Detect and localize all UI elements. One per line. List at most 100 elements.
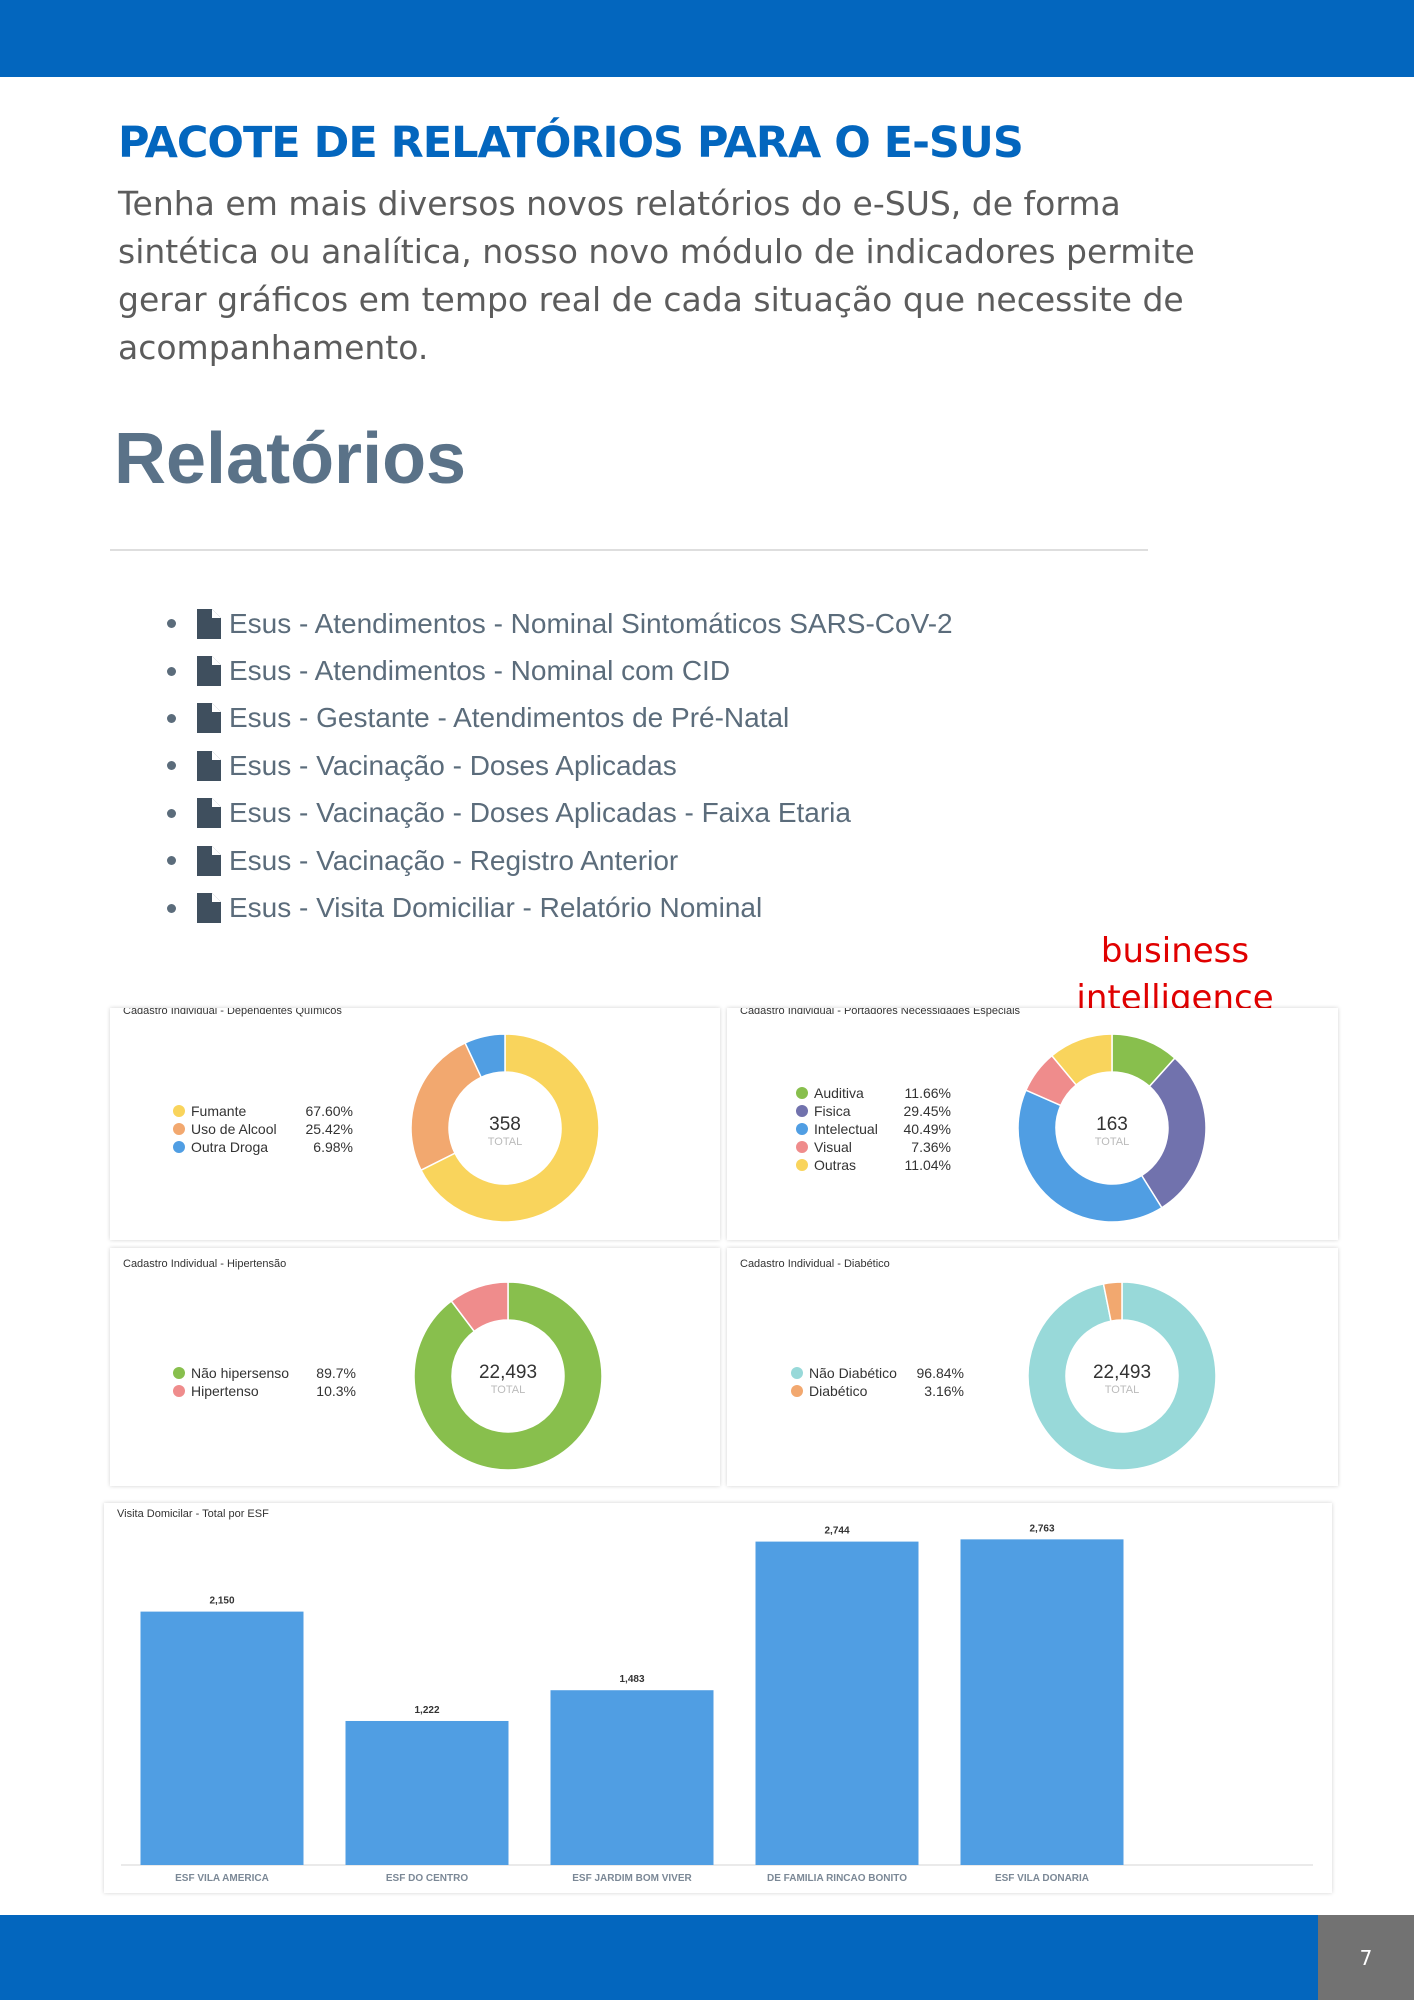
bar-value-label: 2,150 [209,1596,234,1607]
donut-slice-uso-de-alcool[interactable] [410,1041,483,1172]
legend-value: 11.04% [904,1157,951,1173]
file-icon [197,608,221,639]
donut-slice-diabetico[interactable] [1102,1281,1123,1322]
file-icon [197,845,221,876]
legend-item-auditiva[interactable]: Auditiva 11.66% [796,1084,951,1102]
legend-swatch [173,1123,185,1135]
bar-de-familia-rincao-bonito[interactable] [755,1541,919,1865]
legend-swatch [796,1123,808,1135]
legend-label: Fumante [191,1103,247,1119]
bullet-icon [167,666,176,676]
legend-swatch [796,1159,808,1171]
legend-swatch [796,1105,808,1117]
legend-item-nao-diabetico[interactable]: Não Diabético 96.84% [791,1364,964,1382]
donut-total-value: 22,493 [479,1362,537,1383]
legend-item-fisica[interactable]: Fisica 29.45% [796,1102,951,1120]
report-item[interactable]: Esus - Atendimentos - Nominal com CID [160,647,953,694]
bar-esf-vila-donaria[interactable] [960,1539,1124,1865]
legend-item-intelectual[interactable]: Intelectual 40.49% [796,1120,951,1138]
legend-label: Não hipersenso [191,1365,290,1381]
file-icon [197,703,221,734]
legend-label: Visual [814,1139,852,1155]
file-icon [197,893,221,924]
bar-chart: 2,150 ESF VILA AMERICA 1,222 ESF DO CENTRO 1… [121,1523,1313,1884]
donut-total-value: 22,493 [1093,1362,1151,1383]
bar-esf-vila-america[interactable] [140,1611,304,1865]
legend-value: 29.45% [903,1103,951,1119]
donut-slice-intelectual[interactable] [1017,1089,1163,1223]
bullet-icon [167,808,176,818]
legend-label: Uso de Alcool [191,1121,277,1137]
report-item-label: Esus - Vacinação - Doses Aplicadas [229,749,677,781]
report-item[interactable]: Esus - Gestante - Atendimentos de Pré-Na… [160,695,953,742]
legend-label: Hipertenso [191,1383,259,1399]
legend-item-diabetico[interactable]: Diabético 3.16% [791,1382,964,1400]
donut-slice-outras[interactable] [1050,1033,1113,1086]
legend-label: Diabético [809,1383,868,1399]
bullet-icon [167,903,176,913]
intro-paragraph: Tenha em mais diversos novos relatórios … [118,184,1195,367]
donut-slice-nao-diabetico[interactable] [1027,1281,1217,1471]
report-item-label: Esus - Atendimentos - Nominal Sintomátic… [229,607,953,639]
report-item-label: Esus - Atendimentos - Nominal com CID [229,655,731,687]
donut-total-label: TOTAL [488,1136,522,1148]
legend-label: Outras [814,1157,857,1173]
legend-item-visual[interactable]: Visual 7.36% [796,1138,951,1156]
legend-swatch [173,1105,185,1117]
legend-item-uso-de-alcool[interactable]: Uso de Alcool 25.42% [173,1120,353,1138]
legend-value: 3.16% [924,1383,964,1399]
x-tick-label: ESF DO CENTRO [386,1873,468,1884]
bullet-icon [167,619,176,629]
bullet-icon [167,713,176,723]
donut-total-label: TOTAL [1105,1384,1139,1396]
legend-item-outras[interactable]: Outras 11.04% [796,1156,951,1174]
legend-swatch [791,1367,803,1379]
legend-item-outra-droga[interactable]: Outra Droga 6.98% [173,1138,353,1156]
legend-label: Fisica [814,1103,851,1119]
legend-value: 67.60% [305,1103,353,1119]
donut-slice-fumante[interactable] [419,1033,600,1223]
legend-value: 6.98% [313,1139,353,1155]
donut-slice-nao-hipersenso[interactable] [413,1281,603,1471]
chart-legend: Não Diabético 96.84% Diabético 3.16% [791,1364,964,1400]
report-item-label: Esus - Vacinação - Registro Anterior [229,844,679,876]
legend-label: Intelectual [814,1121,878,1137]
donut-total-value: 163 [1096,1114,1128,1135]
reports-divider [110,549,1148,551]
top-header-band [0,0,1414,77]
donut-slice-fisica[interactable] [1140,1057,1207,1209]
report-item[interactable]: Esus - Atendimentos - Nominal Sintomátic… [160,600,953,647]
legend-item-hipertenso[interactable]: Hipertenso 10.3% [173,1382,356,1400]
x-tick-label: ESF JARDIM BOM VIVER [572,1873,692,1884]
legend-value: 10.3% [316,1383,356,1399]
legend-value: 40.49% [903,1121,951,1137]
report-item[interactable]: Esus - Visita Domiciliar - Relatório Nom… [160,884,953,931]
bar-esf-jardim-bom-viver[interactable] [550,1690,714,1865]
donut-slice-hipertenso[interactable] [450,1281,509,1333]
legend-item-fumante[interactable]: Fumante 67.60% [173,1102,353,1120]
legend-label: Auditiva [814,1085,864,1101]
bar-value-label: 2,744 [824,1526,849,1537]
x-tick-label: ESF VILA AMERICA [175,1873,269,1884]
chart-title: Cadastro Individual - Portadores Necessi… [740,1008,1021,1017]
bar-value-label: 1,222 [414,1705,439,1716]
chart-title: Cadastro Individual - Hipertensão [123,1258,287,1270]
legend-label: Não Diabético [809,1365,897,1381]
chart-title: Cadastro Individual - Diabético [740,1258,890,1270]
chart-panel-hipertensao: Cadastro Individual - Hipertensão Não hi… [110,1248,720,1486]
legend-item-nao-hipersenso[interactable]: Não hipersenso 89.7% [173,1364,356,1382]
donut-slice-outra-droga[interactable] [464,1033,506,1079]
bar-esf-do-centro[interactable] [345,1720,509,1865]
chart-panel-diabetico: Cadastro Individual - Diabético Não Diab… [727,1248,1338,1486]
legend-value: 11.66% [904,1085,951,1101]
bottom-footer-band [0,1915,1414,2000]
report-item[interactable]: Esus - Vacinação - Registro Anterior [160,837,953,884]
bullet-icon [167,856,176,866]
report-item-label: Esus - Vacinação - Doses Aplicadas - Fai… [229,797,851,829]
file-icon [197,750,221,781]
report-item[interactable]: Esus - Vacinação - Doses Aplicadas [160,742,953,789]
donut-total-label: TOTAL [1095,1136,1129,1148]
report-item[interactable]: Esus - Vacinação - Doses Aplicadas - Fai… [160,790,953,837]
